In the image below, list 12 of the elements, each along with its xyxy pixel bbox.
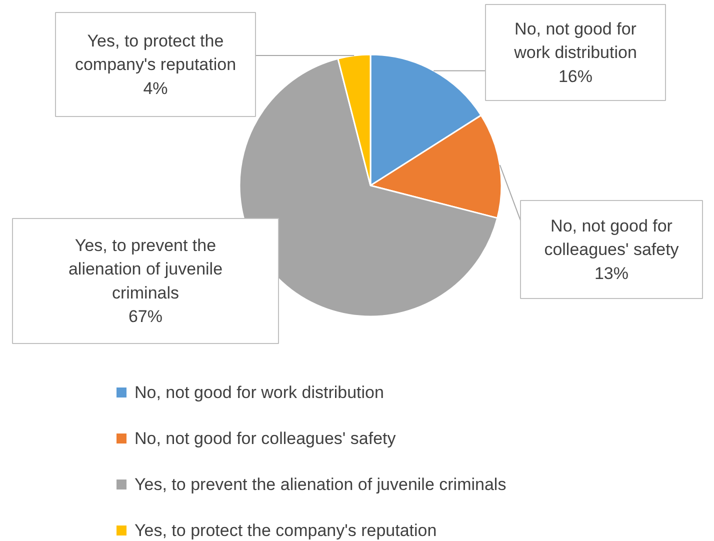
slice-label: Yes, to prevent the alienation of juvenile criminals xyxy=(68,236,223,302)
data-label: 13% xyxy=(594,264,629,283)
legend-label: Yes, to prevent the alienation of juvenile criminals xyxy=(134,475,506,494)
data-label: 16% xyxy=(558,66,593,86)
legend-label: Yes, to protect the company's reputation xyxy=(134,521,437,540)
slice-label: No, not good for work distribution xyxy=(513,19,637,62)
legend-label: No, not good for work distribution xyxy=(134,383,384,402)
data-label: 67% xyxy=(128,307,163,326)
legend-label: No, not good for colleagues' safety xyxy=(134,429,396,448)
data-label: 4% xyxy=(143,78,168,98)
slice-label: Yes, to protect the company's reputation xyxy=(74,31,236,74)
slice-label: No, not good for colleagues' safety xyxy=(544,216,680,259)
